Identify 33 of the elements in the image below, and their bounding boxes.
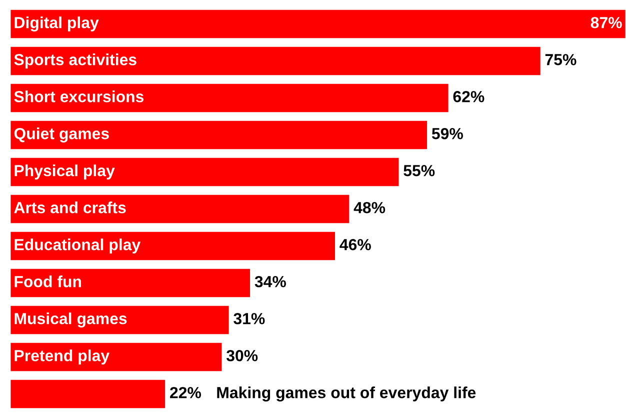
- data-label: 34%: [254, 276, 286, 288]
- data-label: 62%: [453, 90, 484, 102]
- bar: [10, 120, 428, 150]
- y-tick-label: Making games out of everyday life: [217, 386, 476, 402]
- y-tick-label: Digital play: [14, 16, 99, 32]
- bar: [10, 46, 542, 76]
- data-label: 75%: [545, 54, 576, 66]
- y-tick-label: Short excursions: [14, 90, 144, 102]
- y-tick-label: Sports activities: [14, 54, 136, 68]
- y-tick-label: Pretend play: [14, 350, 110, 364]
- y-tick-label: Physical play: [14, 164, 115, 180]
- y-tick-label: Arts and crafts: [14, 202, 126, 214]
- data-label: 22%: [170, 386, 202, 398]
- y-tick-label: Educational play: [14, 238, 141, 254]
- data-label: 48%: [354, 202, 386, 214]
- bar: [10, 156, 400, 188]
- bar: [10, 8, 626, 40]
- bar: [10, 304, 230, 336]
- bar: [10, 194, 351, 224]
- data-label: 87%: [590, 16, 622, 28]
- bar: [10, 268, 252, 298]
- bar: [10, 82, 450, 114]
- bar: [10, 342, 224, 372]
- data-label: 55%: [404, 165, 435, 176]
- bar: [10, 378, 166, 410]
- y-tick-label: Food fun: [14, 276, 81, 288]
- data-label: 31%: [234, 312, 265, 324]
- y-tick-label: Quiet games: [14, 128, 109, 142]
- y-tick-label: Musical games: [14, 312, 127, 328]
- data-label: 59%: [432, 128, 463, 140]
- data-label: 30%: [226, 350, 258, 362]
- data-label: 46%: [340, 238, 371, 250]
- bar: [10, 230, 336, 262]
